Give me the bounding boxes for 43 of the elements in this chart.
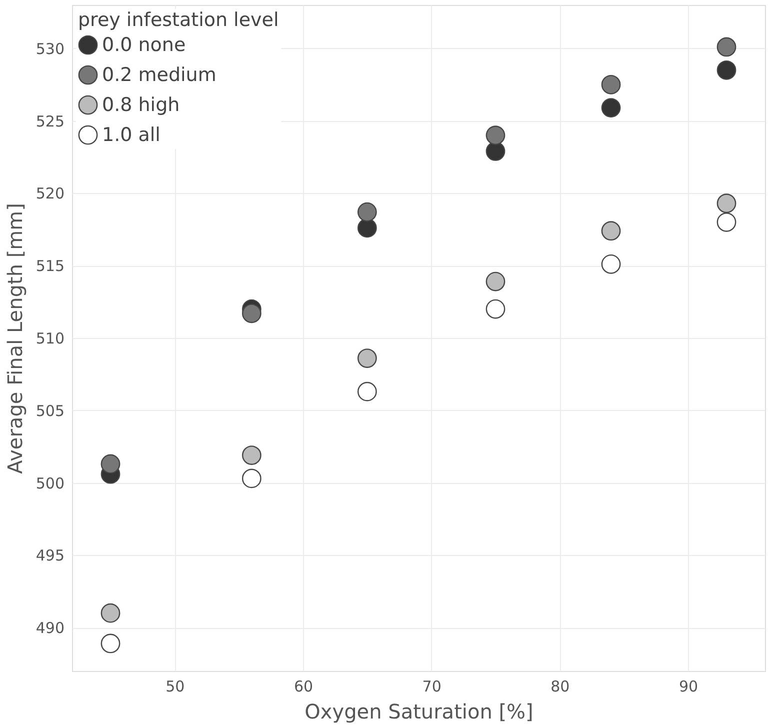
- point: [486, 272, 506, 292]
- point: [357, 382, 377, 402]
- point: [242, 446, 262, 465]
- y-tick-label: 520: [36, 184, 64, 203]
- point: [716, 212, 736, 232]
- x-tick-label: 90: [678, 678, 698, 696]
- x-axis-title: Oxygen Saturation [%]: [304, 700, 534, 724]
- point: [716, 194, 736, 214]
- legend-label: 0.8 high: [102, 94, 180, 116]
- point: [601, 254, 621, 274]
- y-tick-label: 500: [36, 474, 64, 492]
- y-tick-label: 510: [36, 330, 64, 348]
- x-tick-label: 70: [422, 678, 442, 696]
- point: [601, 98, 621, 118]
- point: [716, 37, 736, 57]
- point: [601, 221, 621, 241]
- legend-label: 0.0 none: [102, 34, 186, 56]
- point: [242, 304, 262, 324]
- y-tick-label: 505: [36, 402, 64, 420]
- y-tick-label: 490: [36, 619, 64, 638]
- point: [100, 603, 120, 623]
- y-tick-label: 530: [36, 40, 64, 58]
- point: [357, 202, 377, 222]
- y-tick-label: 525: [36, 112, 64, 130]
- y-tick-label: 515: [36, 257, 64, 276]
- point: [242, 468, 262, 488]
- x-tick-label: 80: [550, 678, 570, 696]
- legend-label: 1.0 all: [102, 124, 160, 146]
- legend-title: prey infestation level: [78, 9, 279, 31]
- x-tick-label: 50: [166, 678, 185, 696]
- x-tick-label: 60: [294, 678, 314, 696]
- point: [100, 454, 120, 474]
- point: [357, 348, 377, 368]
- point: [601, 74, 621, 94]
- point: [486, 126, 506, 145]
- point: [486, 142, 506, 161]
- y-axis-title: Average Final Length [mm]: [2, 203, 27, 474]
- legend-label: 0.2 medium: [102, 64, 216, 86]
- point: [357, 218, 377, 238]
- y-tick-label: 495: [36, 546, 64, 565]
- point: [486, 299, 506, 319]
- point: [100, 634, 120, 654]
- point: [716, 60, 736, 80]
